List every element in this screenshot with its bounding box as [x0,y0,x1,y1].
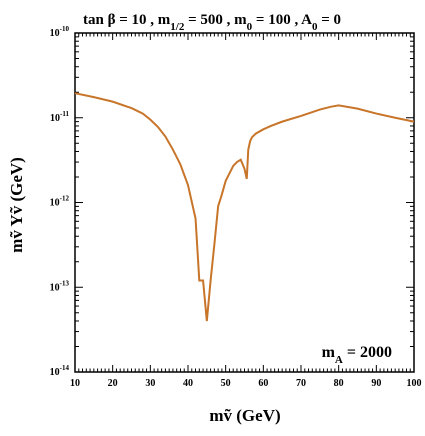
x-tick-label: 70 [296,378,306,389]
annotation-m: m [322,344,336,361]
ticks [74,33,415,373]
x-tick-label: 30 [145,378,155,389]
title-part-0: tan β = 10 , m [83,12,171,28]
y-tick-base: 10 [50,28,60,39]
title-part-3: 0 [247,21,253,33]
y-tick-label: 10-13 [50,279,70,293]
y-tick-exp: -11 [60,110,69,118]
x-tick-label: 60 [258,378,268,389]
y-tick-exp: -13 [60,279,70,287]
x-tick-label: 20 [108,378,118,389]
series-line [74,92,415,322]
y-tick-label: 10-10 [50,25,70,39]
title-part-5: 0 [312,21,318,33]
axes [74,32,415,373]
x-tick-label: 10 [70,378,80,389]
chart-title: tan β = 10 , m1/2 = 500 , m0 = 100 , A0 … [83,12,341,33]
x-tick-label: 40 [183,378,193,389]
y-tick-label: 10-12 [50,195,70,209]
y-axis-label: mṽ Yṽ (GeV) [7,157,26,253]
y-tick-label: 10-14 [50,364,70,378]
plot-frame [74,32,415,373]
y-tick-exp: -14 [60,364,70,372]
tick-labels: 10 20 30 40 50 60 70 80 90 10010-1410-1310-1210-1… [50,25,422,389]
y-tick-exp: -12 [60,195,70,203]
x-tick-label: 90 [371,378,381,389]
y-tick-base: 10 [50,282,60,293]
annotation-value: = 2000 [343,344,392,361]
title-part-2: = 500 , m [184,12,247,28]
annotation-sub: A [335,354,343,366]
x-tick-label: 50 [221,378,231,389]
x-tick-label: 80 [334,378,344,389]
annotation-label: mA = 2000 [322,344,392,366]
y-tick-exp: -10 [60,25,70,33]
y-tick-base: 10 [50,113,60,124]
title-part-1: 1/2 [170,21,185,33]
title-part-4: = 100 , A [252,12,312,28]
y-tick-base: 10 [50,367,60,378]
x-tick-label: 100 [407,378,422,389]
title-part-6: = 0 [317,12,341,28]
y-tick-label: 10-11 [50,110,69,124]
y-tick-base: 10 [50,198,60,209]
x-axis-label: mṽ (GeV) [209,406,280,425]
